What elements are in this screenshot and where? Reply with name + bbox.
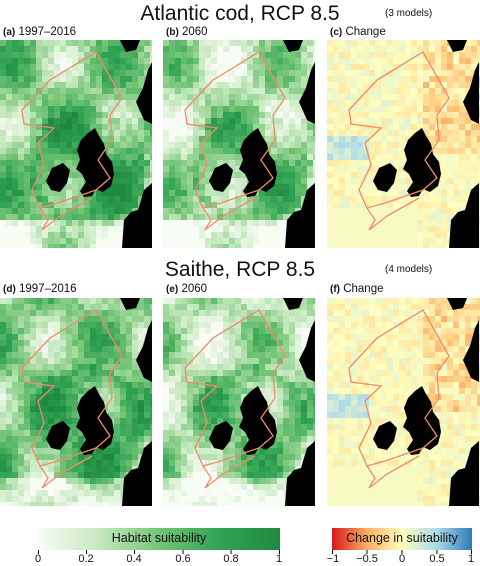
map-panel-c-cod-change — [327, 40, 480, 248]
northern-land — [283, 298, 303, 310]
study-area-outline-south — [202, 455, 256, 489]
scandinavia-land — [299, 320, 315, 382]
continental-europe-land — [449, 183, 479, 248]
map-panel-f-saithe-change — [327, 298, 480, 506]
panel-a-text: 1997–2016 — [18, 26, 76, 38]
scandinavia-land — [299, 62, 315, 124]
chg-tick-3: 0.5 — [429, 553, 445, 565]
suit-tick-2: 0.4 — [126, 553, 142, 565]
change-colorbar — [332, 528, 472, 554]
ireland-land — [373, 421, 397, 450]
suit-tick-0: 0 — [34, 553, 42, 565]
row2-models-note: (4 models) — [385, 264, 433, 275]
study-area-outline-south — [366, 197, 420, 231]
continental-europe-land — [122, 441, 152, 506]
continental-europe-land — [285, 183, 315, 248]
panel-f-text: Change — [343, 283, 384, 295]
northern-land — [120, 40, 140, 52]
ireland-land — [209, 163, 233, 192]
panel-b-label: (b) 2060 — [166, 25, 208, 40]
suit-tick-5: 1 — [275, 553, 283, 565]
northern-land — [120, 298, 140, 310]
scandinavia-land — [136, 320, 152, 382]
ireland-land — [46, 421, 70, 450]
panel-b-id: (b) — [166, 27, 179, 38]
chg-tick-2: 0 — [398, 553, 406, 565]
panel-e-label: (e) 2060 — [166, 282, 207, 297]
change-legend-label: Change in suitability — [346, 531, 458, 545]
panel-c-label: (c) Change — [330, 25, 386, 40]
panel-a-id: (a) — [3, 27, 16, 38]
row2-title: Saithe, RCP 8.5 — [164, 258, 316, 281]
great-britain-land — [76, 128, 114, 197]
map-panel-a-cod-baseline — [0, 40, 152, 248]
map-panel-d-saithe-baseline — [0, 298, 152, 506]
continental-europe-land — [122, 183, 152, 248]
panel-c-id: (c) — [330, 27, 343, 38]
panel-d-id: (d) — [3, 284, 16, 295]
panel-d-label: (d) 1997–2016 — [3, 282, 77, 297]
panel-c-text: Change — [345, 26, 386, 38]
study-area-outline — [348, 309, 450, 467]
northern-land — [283, 40, 303, 52]
chg-tick-4: 1 — [467, 553, 475, 565]
panel-b-text: 2060 — [181, 26, 208, 38]
scandinavia-land — [463, 320, 479, 382]
study-area-outline — [21, 309, 123, 467]
continental-europe-land — [285, 441, 315, 506]
great-britain-land — [239, 128, 277, 197]
panel-d-text: 1997–2016 — [18, 283, 77, 295]
study-area-outline-south — [39, 455, 93, 489]
suit-tick-3: 0.6 — [175, 553, 191, 565]
study-area-outline-south — [202, 197, 256, 231]
panel-e-text: 2060 — [181, 283, 208, 295]
raster-layer — [327, 40, 480, 248]
chg-tick-1: −0.5 — [356, 553, 378, 565]
suit-tick-1: 0.2 — [78, 553, 94, 565]
continental-europe-land — [449, 441, 479, 506]
ireland-land — [209, 421, 233, 450]
map-panel-b-cod-2060 — [163, 40, 315, 248]
ireland-land — [46, 163, 70, 192]
study-area-outline — [184, 51, 286, 209]
panel-e-id: (e) — [166, 284, 179, 295]
study-area-outline — [348, 51, 450, 209]
northern-land — [447, 40, 467, 52]
scandinavia-land — [463, 62, 479, 124]
study-area-outline-south — [39, 197, 93, 231]
panel-f-id: (f) — [330, 284, 340, 295]
study-area-outline — [184, 309, 286, 467]
map-panel-e-saithe-2060 — [163, 298, 315, 506]
suitability-colorbar — [38, 528, 280, 554]
northern-land — [447, 298, 467, 310]
row1-title: Atlantic cod, RCP 8.5 — [140, 2, 340, 25]
study-area-outline-south — [366, 455, 420, 489]
suit-tick-4: 0.8 — [223, 553, 239, 565]
great-britain-land — [239, 386, 277, 455]
row1-models-note: (3 models) — [385, 8, 433, 19]
panel-a-label: (a) 1997–2016 — [3, 25, 76, 40]
great-britain-land — [403, 128, 441, 197]
raster-layer — [163, 40, 315, 248]
ireland-land — [373, 163, 397, 192]
panel-f-label: (f) Change — [330, 282, 384, 297]
great-britain-land — [403, 386, 441, 455]
chg-tick-0: −1 — [326, 553, 340, 565]
study-area-outline — [21, 51, 123, 209]
scandinavia-land — [136, 62, 152, 124]
great-britain-land — [76, 386, 114, 455]
suitability-legend-label: Habitat suitability — [111, 531, 207, 545]
